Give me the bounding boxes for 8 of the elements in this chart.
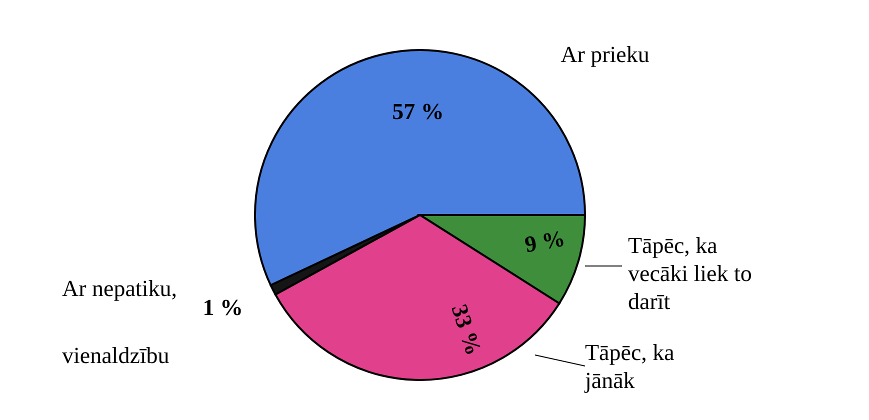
slice-label: Ar prieku: [560, 42, 650, 67]
data-label: 9 %: [522, 226, 567, 258]
slice-label: Tāpēc, ka jānāk: [584, 340, 674, 393]
data-label: 57 %: [392, 99, 444, 124]
category-label: Ar nepatiku, vienaldzību: [62, 276, 177, 368]
slice-label: Tāpēc, ka vecāki liek to darīt: [628, 233, 752, 314]
data-label: 33 %: [446, 301, 486, 358]
data-label: 1 %: [202, 295, 243, 320]
